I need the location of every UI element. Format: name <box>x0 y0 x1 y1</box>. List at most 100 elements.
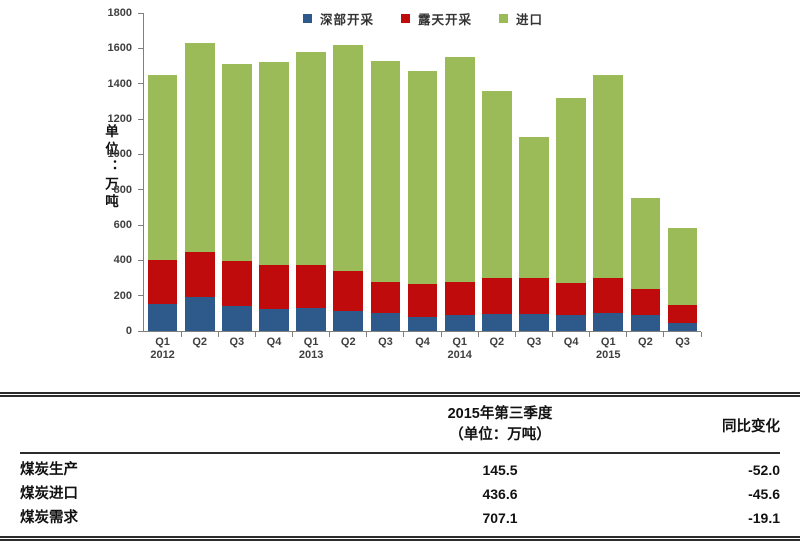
table-header-period: 2015年第三季度 （单位：万吨） <box>340 404 660 446</box>
bar-segment <box>184 251 215 297</box>
x-tick-label: Q1 2012 <box>150 336 175 361</box>
bar-segment <box>630 288 661 316</box>
bar-segment <box>259 264 289 309</box>
bar-segment <box>519 278 549 315</box>
bar-segment <box>630 197 661 289</box>
legend-label: 进口 <box>516 13 544 27</box>
bar-segment <box>222 261 252 307</box>
bar-segment <box>296 264 326 309</box>
stacked-bar <box>556 13 586 331</box>
stacked-bar <box>147 13 178 331</box>
x-tick-label: Q4 <box>563 336 579 348</box>
x-tick-mark <box>440 332 442 337</box>
x-tick-label: Q4 <box>266 336 282 348</box>
legend-swatch-icon <box>303 14 312 23</box>
bar-slot <box>664 13 702 337</box>
bar-segment <box>184 296 215 331</box>
x-tick-label: Q3 <box>675 336 690 348</box>
bar-segment <box>296 51 326 265</box>
x-tick-mark <box>254 332 256 337</box>
x-tick-mark <box>700 332 702 337</box>
x-tick-mark <box>589 332 591 337</box>
table-header-period-line1: 2015年第三季度 <box>447 406 553 422</box>
stacked-bar <box>370 13 401 331</box>
x-tick-mark <box>366 332 368 337</box>
bar-slot <box>330 13 368 337</box>
y-tick-mark <box>138 295 143 297</box>
y-tick-mark <box>138 330 143 332</box>
y-tick-mark <box>138 47 143 49</box>
x-tick-mark <box>477 332 479 337</box>
y-tick-label: 200 <box>113 289 132 302</box>
bar-slot <box>367 13 405 337</box>
x-tick-label: Q2 <box>340 336 356 348</box>
x-tick-mark <box>217 332 219 337</box>
bar-segment <box>222 64 252 262</box>
y-tick-label: 400 <box>113 254 132 267</box>
stacked-bar <box>519 13 549 331</box>
bar-segment <box>296 308 326 331</box>
legend-item: 深部开采 <box>303 9 374 28</box>
x-tick-label: Q1 2015 <box>596 336 621 361</box>
y-tick-label: 1600 <box>107 42 132 55</box>
bar-slot <box>293 13 331 337</box>
y-tick-label: 800 <box>113 183 132 196</box>
bar-segment <box>519 136 549 279</box>
stacked-bar <box>667 13 698 331</box>
bar-segment <box>259 62 289 265</box>
x-axis-labels: Q1 2012 Q2 Q3 Q4 Q1 2013 Q2 Q3 Q4 Q1 2014 Q2 Q3 Q4 Q1 20… <box>144 336 701 362</box>
x-tick-mark <box>514 332 516 337</box>
row-label: 煤炭生产 <box>20 462 78 478</box>
bar-segment <box>593 74 624 279</box>
row-label: 煤炭需求 <box>20 510 78 526</box>
x-tick-label: Q1 2013 <box>298 336 324 361</box>
bar-segment <box>667 228 698 306</box>
x-tick-label: Q2 <box>638 336 653 348</box>
y-tick-label: 1800 <box>107 7 132 19</box>
stacked-bar <box>222 13 252 331</box>
bar-slot <box>478 13 516 337</box>
x-tick-mark <box>663 332 665 337</box>
x-tick-label: Q3 <box>526 336 542 348</box>
x-tick-label: Q4 <box>415 336 430 348</box>
stacked-bar <box>333 13 364 331</box>
bar-segment <box>444 315 475 331</box>
y-tick-mark <box>138 12 143 14</box>
bar-slot <box>218 13 256 337</box>
row-label: 煤炭进口 <box>20 486 78 502</box>
y-axis-unit-label: 单位：万吨 <box>103 124 118 212</box>
bar-segment <box>407 316 438 331</box>
stacked-bar <box>630 13 661 331</box>
table-header-period-line2: （单位：万吨） <box>449 427 551 443</box>
legend-item: 露天开采 <box>401 9 472 28</box>
x-tick-label: Q3 <box>229 336 245 348</box>
plot-area: 0 200 400 600 800 1000 1200 1400 1600 1800 Q1 2012… <box>108 7 702 361</box>
table-row: 煤炭进口 436.6 -45.6 <box>20 482 780 506</box>
bar-slot <box>181 13 219 337</box>
x-tick-mark <box>180 332 182 337</box>
x-tick-label: Q1 2014 <box>447 336 472 361</box>
stacked-bar <box>296 13 326 331</box>
x-tick-mark <box>626 332 628 337</box>
y-tick-label: 600 <box>113 219 132 231</box>
bar-segment <box>630 315 661 331</box>
bar-slot <box>441 13 479 337</box>
stacked-bar <box>593 13 624 331</box>
x-tick-mark <box>329 332 331 337</box>
chart-legend: 深部开采 露天开采 进口 <box>303 9 543 28</box>
bar-segment <box>407 284 438 317</box>
bar-segment <box>222 306 252 331</box>
y-tick-mark <box>138 83 143 85</box>
row-change: -52.0 <box>748 462 780 478</box>
x-tick-label: Q2 <box>489 336 505 348</box>
bar-segment <box>333 310 364 331</box>
table-header-row: 2015年第三季度 （单位：万吨） 同比变化 <box>20 397 780 454</box>
bar-segment <box>259 308 289 331</box>
y-tick-label: 1200 <box>107 113 132 125</box>
bar-segment <box>481 90 512 279</box>
legend-label: 深部开采 <box>320 13 375 27</box>
x-tick-mark <box>403 332 405 337</box>
x-tick-mark <box>292 332 294 337</box>
bar-segment <box>667 323 698 331</box>
